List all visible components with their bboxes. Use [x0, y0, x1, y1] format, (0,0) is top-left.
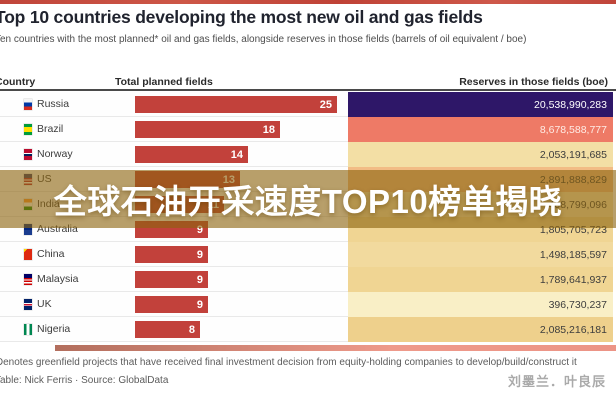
watermark-text: 刘墨兰．叶良辰 — [507, 374, 606, 389]
row-left-area: Nigeria 8 — [0, 317, 348, 342]
row-left-area: Russia 25 — [0, 92, 348, 117]
reserves-cell: 2,053,191,685 — [348, 142, 613, 167]
reserves-cell: 1,498,185,597 — [348, 242, 613, 267]
table-row: China 9 1,498,185,597 — [0, 242, 616, 267]
caption-overlay-band: 全球石油开采速度TOP10榜单揭晓 — [0, 170, 616, 228]
planned-fields-bar: 9 — [135, 296, 208, 313]
country-label: UK — [37, 298, 52, 310]
footnote-credit: Table: Nick Ferris · Source: GlobalData — [0, 375, 169, 386]
table-header: Country Total planned fields Reserves in… — [0, 76, 616, 89]
flag-australia-icon — [24, 224, 32, 235]
flag-china-icon — [24, 249, 32, 260]
planned-fields-value: 8 — [188, 323, 195, 336]
reserves-cell: 8,678,588,777 — [348, 117, 613, 142]
reserves-cell: 20,538,990,283 — [348, 92, 613, 117]
planned-fields-value: 9 — [196, 298, 203, 311]
table-body: Russia 25 20,538,990,283 Brazil 18 8,678… — [0, 92, 616, 342]
row-left-area: China 9 — [0, 242, 348, 267]
caption-overlay-text: 全球石油开采速度TOP10榜单揭晓 — [53, 183, 563, 220]
table-row: Malaysia 9 1,789,641,937 — [0, 267, 616, 292]
reserves-cell: 396,730,237 — [348, 292, 613, 317]
planned-fields-value: 25 — [319, 98, 332, 111]
row-left-area: Brazil 18 — [0, 117, 348, 142]
planned-fields-bar: 14 — [135, 146, 248, 163]
flag-malaysia-icon — [24, 274, 32, 285]
country-label: Russia — [37, 98, 70, 110]
country-label: Norway — [37, 148, 73, 160]
flag-russia-icon — [24, 99, 32, 110]
country-label: Nigeria — [37, 323, 71, 335]
table-row: UK 9 396,730,237 — [0, 292, 616, 317]
planned-fields-value: 18 — [262, 123, 275, 136]
planned-fields-value: 9 — [196, 223, 203, 236]
flag-norway-icon — [24, 149, 32, 160]
top-decoration-strip — [0, 0, 616, 4]
reserves-value: 396,730,237 — [548, 298, 607, 311]
reserves-cell: 1,789,641,937 — [348, 267, 613, 292]
chart-subtitle: Ten countries with the most planned* oil… — [0, 34, 527, 45]
reserves-value: 2,085,216,181 — [539, 323, 607, 336]
column-header-planned-fields: Total planned fields — [115, 76, 213, 88]
planned-fields-value: 9 — [196, 248, 203, 261]
table-row: Russia 25 20,538,990,283 — [0, 92, 616, 117]
country-label: Brazil — [37, 123, 64, 135]
table-row: Nigeria 8 2,085,216,181 — [0, 317, 616, 342]
row-left-area: Malaysia 9 — [0, 267, 348, 292]
reserves-value: 20,538,990,283 — [534, 98, 607, 111]
planned-fields-bar: 25 — [135, 96, 337, 113]
planned-fields-bar: 9 — [135, 246, 208, 263]
flag-uk-icon — [24, 299, 32, 310]
reserves-cell: 2,085,216,181 — [348, 317, 613, 342]
table-row: Brazil 18 8,678,588,777 — [0, 117, 616, 142]
country-label: China — [37, 248, 65, 260]
reserves-value: 1,498,185,597 — [539, 248, 607, 261]
header-divider — [0, 89, 616, 91]
flag-brazil-icon — [24, 124, 32, 135]
planned-fields-value: 9 — [196, 273, 203, 286]
country-label: Malaysia — [37, 273, 79, 285]
row-left-area: Norway 14 — [0, 142, 348, 167]
flag-nigeria-icon — [24, 324, 32, 335]
column-header-country: Country — [0, 76, 36, 88]
bottom-decoration-strip — [55, 345, 616, 351]
reserves-value: 1,789,641,937 — [539, 273, 607, 286]
footnote-definition: *Denotes greenfield projects that have r… — [0, 357, 577, 368]
planned-fields-bar: 9 — [135, 271, 208, 288]
planned-fields-value: 14 — [230, 148, 243, 161]
planned-fields-bar: 18 — [135, 121, 280, 138]
row-left-area: UK 9 — [0, 292, 348, 317]
reserves-value: 8,678,588,777 — [539, 123, 607, 136]
reserves-value: 2,053,191,685 — [539, 148, 607, 161]
planned-fields-bar: 8 — [135, 321, 200, 338]
table-row: Norway 14 2,053,191,685 — [0, 142, 616, 167]
chart-title: Top 10 countries developing the most new… — [0, 7, 483, 27]
column-header-reserves: Reserves in those fields (boe) — [459, 76, 608, 88]
